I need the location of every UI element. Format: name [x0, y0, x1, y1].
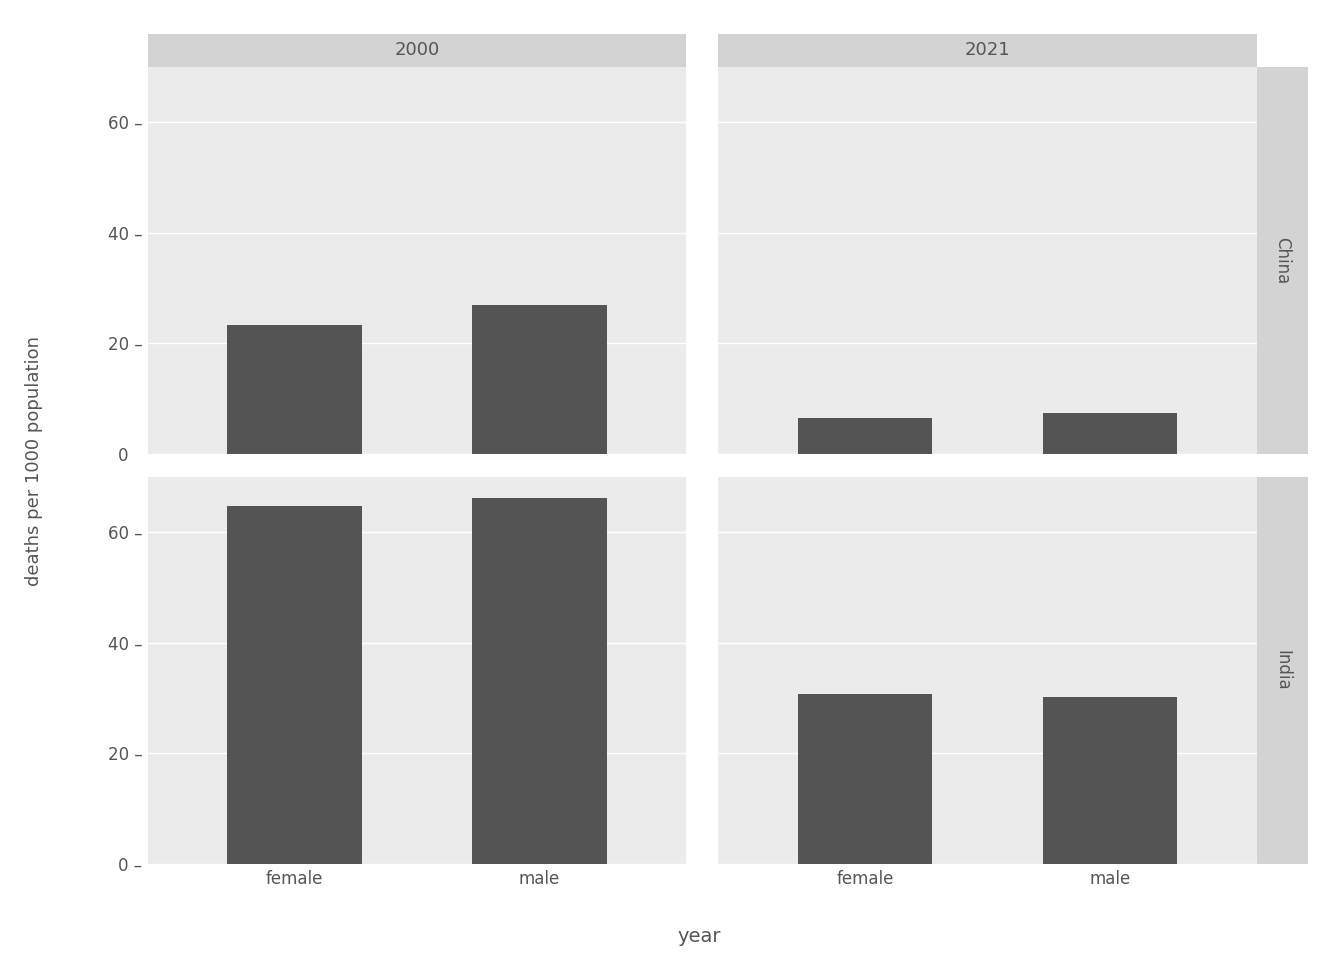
Text: China: China: [1273, 237, 1292, 284]
Text: year: year: [677, 926, 720, 946]
Bar: [798, 694, 933, 864]
Bar: [472, 305, 606, 454]
Text: 2000: 2000: [394, 41, 439, 60]
Bar: [472, 497, 606, 864]
Bar: [1043, 413, 1177, 454]
Bar: [227, 506, 362, 864]
Text: 2021: 2021: [965, 41, 1011, 60]
Text: deaths per 1000 population: deaths per 1000 population: [24, 336, 43, 586]
Bar: [798, 418, 933, 454]
Text: India: India: [1273, 650, 1292, 691]
Bar: [227, 325, 362, 454]
Bar: [1043, 697, 1177, 864]
